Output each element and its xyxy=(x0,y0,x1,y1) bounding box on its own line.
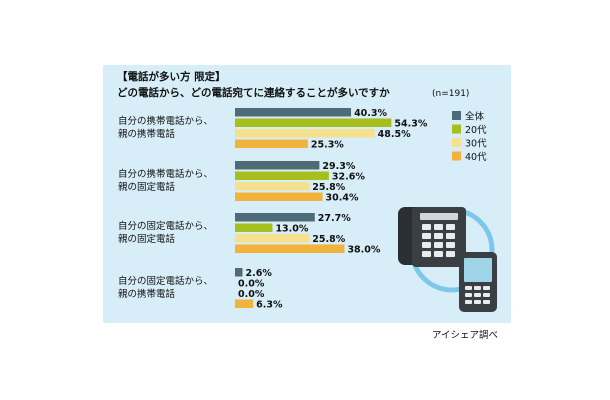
bar xyxy=(235,244,345,253)
bar xyxy=(235,223,273,232)
source-credit: アイシェア調べ xyxy=(432,329,498,341)
bar xyxy=(235,192,323,201)
category-label-line: 自分の携帯電話から、 xyxy=(118,115,213,127)
legend-entry: 40代 xyxy=(465,152,487,163)
category-label: 自分の固定電話から、親の携帯電話 xyxy=(118,275,213,300)
bar xyxy=(235,234,310,243)
category-label-line: 親の携帯電話 xyxy=(118,128,176,140)
bars-group: 40.3%54.3%48.5%25.3%29.3%32.6%25.8%30.4%… xyxy=(235,108,428,311)
bar xyxy=(235,171,329,180)
data-label: 40.3% xyxy=(354,108,387,119)
category-label-line: 親の固定電話 xyxy=(118,181,176,193)
data-label: 32.6% xyxy=(332,172,365,183)
data-label: 30.4% xyxy=(326,193,359,204)
data-label: 6.3% xyxy=(256,300,283,311)
bar xyxy=(235,108,352,117)
bar xyxy=(235,182,310,191)
chart-title-line-1: 【電話が多い方 限定】 xyxy=(117,70,226,83)
legend-entry: 全体 xyxy=(465,111,485,123)
phone-illustration xyxy=(398,207,497,312)
bar xyxy=(235,299,254,308)
data-label: 38.0% xyxy=(347,245,380,256)
data-label: 0.0% xyxy=(238,289,265,300)
legend-entry: 20代 xyxy=(465,125,487,136)
category-labels: 自分の携帯電話から、親の携帯電話自分の携帯電話から、親の固定電話自分の固定電話か… xyxy=(118,115,213,300)
data-label: 13.0% xyxy=(275,224,308,235)
category-label: 自分の携帯電話から、親の携帯電話 xyxy=(118,115,213,140)
legend-swatch xyxy=(452,138,461,147)
bar xyxy=(235,118,392,127)
data-label: 2.6% xyxy=(245,268,272,279)
bar xyxy=(235,161,320,170)
chart-title-line-2: どの電話から、どの電話宛てに連絡することが多いですか xyxy=(117,86,390,99)
bar xyxy=(235,213,315,222)
sample-size-note: (n=191) xyxy=(432,89,469,99)
legend: 全体 20代 30代 40代 xyxy=(452,111,487,163)
category-label: 自分の携帯電話から、親の固定電話 xyxy=(118,168,213,193)
data-label: 54.3% xyxy=(394,119,427,130)
bar xyxy=(235,129,375,138)
data-label: 0.0% xyxy=(238,279,265,290)
data-label: 25.3% xyxy=(311,140,344,151)
desk-phone-icon xyxy=(398,207,466,267)
data-label: 25.8% xyxy=(312,182,345,193)
chart-title: 【電話が多い方 限定】 どの電話から、どの電話宛てに連絡することが多いですか (… xyxy=(117,70,469,99)
category-label-line: 自分の携帯電話から、 xyxy=(118,168,213,180)
data-label: 25.8% xyxy=(312,234,345,245)
data-label: 27.7% xyxy=(318,213,351,224)
bar xyxy=(235,268,243,277)
legend-swatch xyxy=(452,111,461,120)
legend-swatch xyxy=(452,151,461,161)
legend-swatch xyxy=(452,124,461,134)
legend-entry: 30代 xyxy=(465,139,487,150)
category-label-line: 自分の固定電話から、 xyxy=(118,275,213,287)
data-label: 29.3% xyxy=(322,161,355,172)
category-label-line: 親の携帯電話 xyxy=(118,288,176,300)
mobile-phone-icon xyxy=(459,252,497,312)
category-label-line: 自分の固定電話から、 xyxy=(118,220,213,232)
category-label: 自分の固定電話から、親の固定電話 xyxy=(118,220,213,245)
bar xyxy=(235,139,308,148)
data-label: 48.5% xyxy=(378,129,411,140)
category-label-line: 親の固定電話 xyxy=(118,233,176,245)
